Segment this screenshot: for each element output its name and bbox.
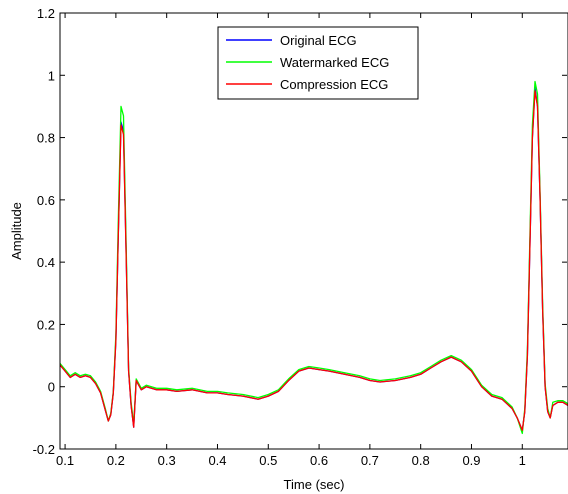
x-tick-label: 0.4 [208,453,226,468]
y-tick-label: 0.2 [37,317,55,332]
legend-label: Compression ECG [280,77,388,92]
x-axis-ticks: 0.1 0.2 0.3 0.4 0.5 0.6 0.7 0.8 0.9 1 [56,13,526,468]
x-tick-label: 0.9 [462,453,480,468]
y-axis-label: Amplitude [9,202,24,260]
y-tick-label: 0.8 [37,131,55,146]
x-tick-label: 0.1 [56,453,74,468]
x-tick-label: 0.3 [158,453,176,468]
x-axis-label: Time (sec) [284,477,345,492]
x-tick-label: 0.6 [310,453,328,468]
y-tick-label: 0.6 [37,193,55,208]
y-tick-label: 1 [48,68,55,83]
x-tick-label: 0.8 [412,453,430,468]
legend-label: Watermarked ECG [280,55,389,70]
y-tick-label: -0.2 [33,442,55,457]
y-tick-label: 0.4 [37,255,55,270]
x-tick-label: 0.5 [259,453,277,468]
legend-items: Original ECG Watermarked ECG Compression E… [226,33,389,92]
plot-frame [59,12,568,450]
series-line-compression-ecg [59,90,568,431]
x-tick-label: 0.7 [361,453,379,468]
legend-label: Original ECG [280,33,357,48]
y-axis-ticks: -0.2 0 0.2 0.4 0.6 0.8 1 1.2 [33,6,567,457]
y-tick-label: 1.2 [37,6,55,21]
legend: Original ECG Watermarked ECG Compression E… [217,26,419,100]
legend-box [217,26,419,100]
x-tick-label: 1 [519,453,526,468]
y-tick-label: 0 [48,380,55,395]
x-tick-label: 0.2 [107,453,125,468]
series-layer [59,80,568,435]
